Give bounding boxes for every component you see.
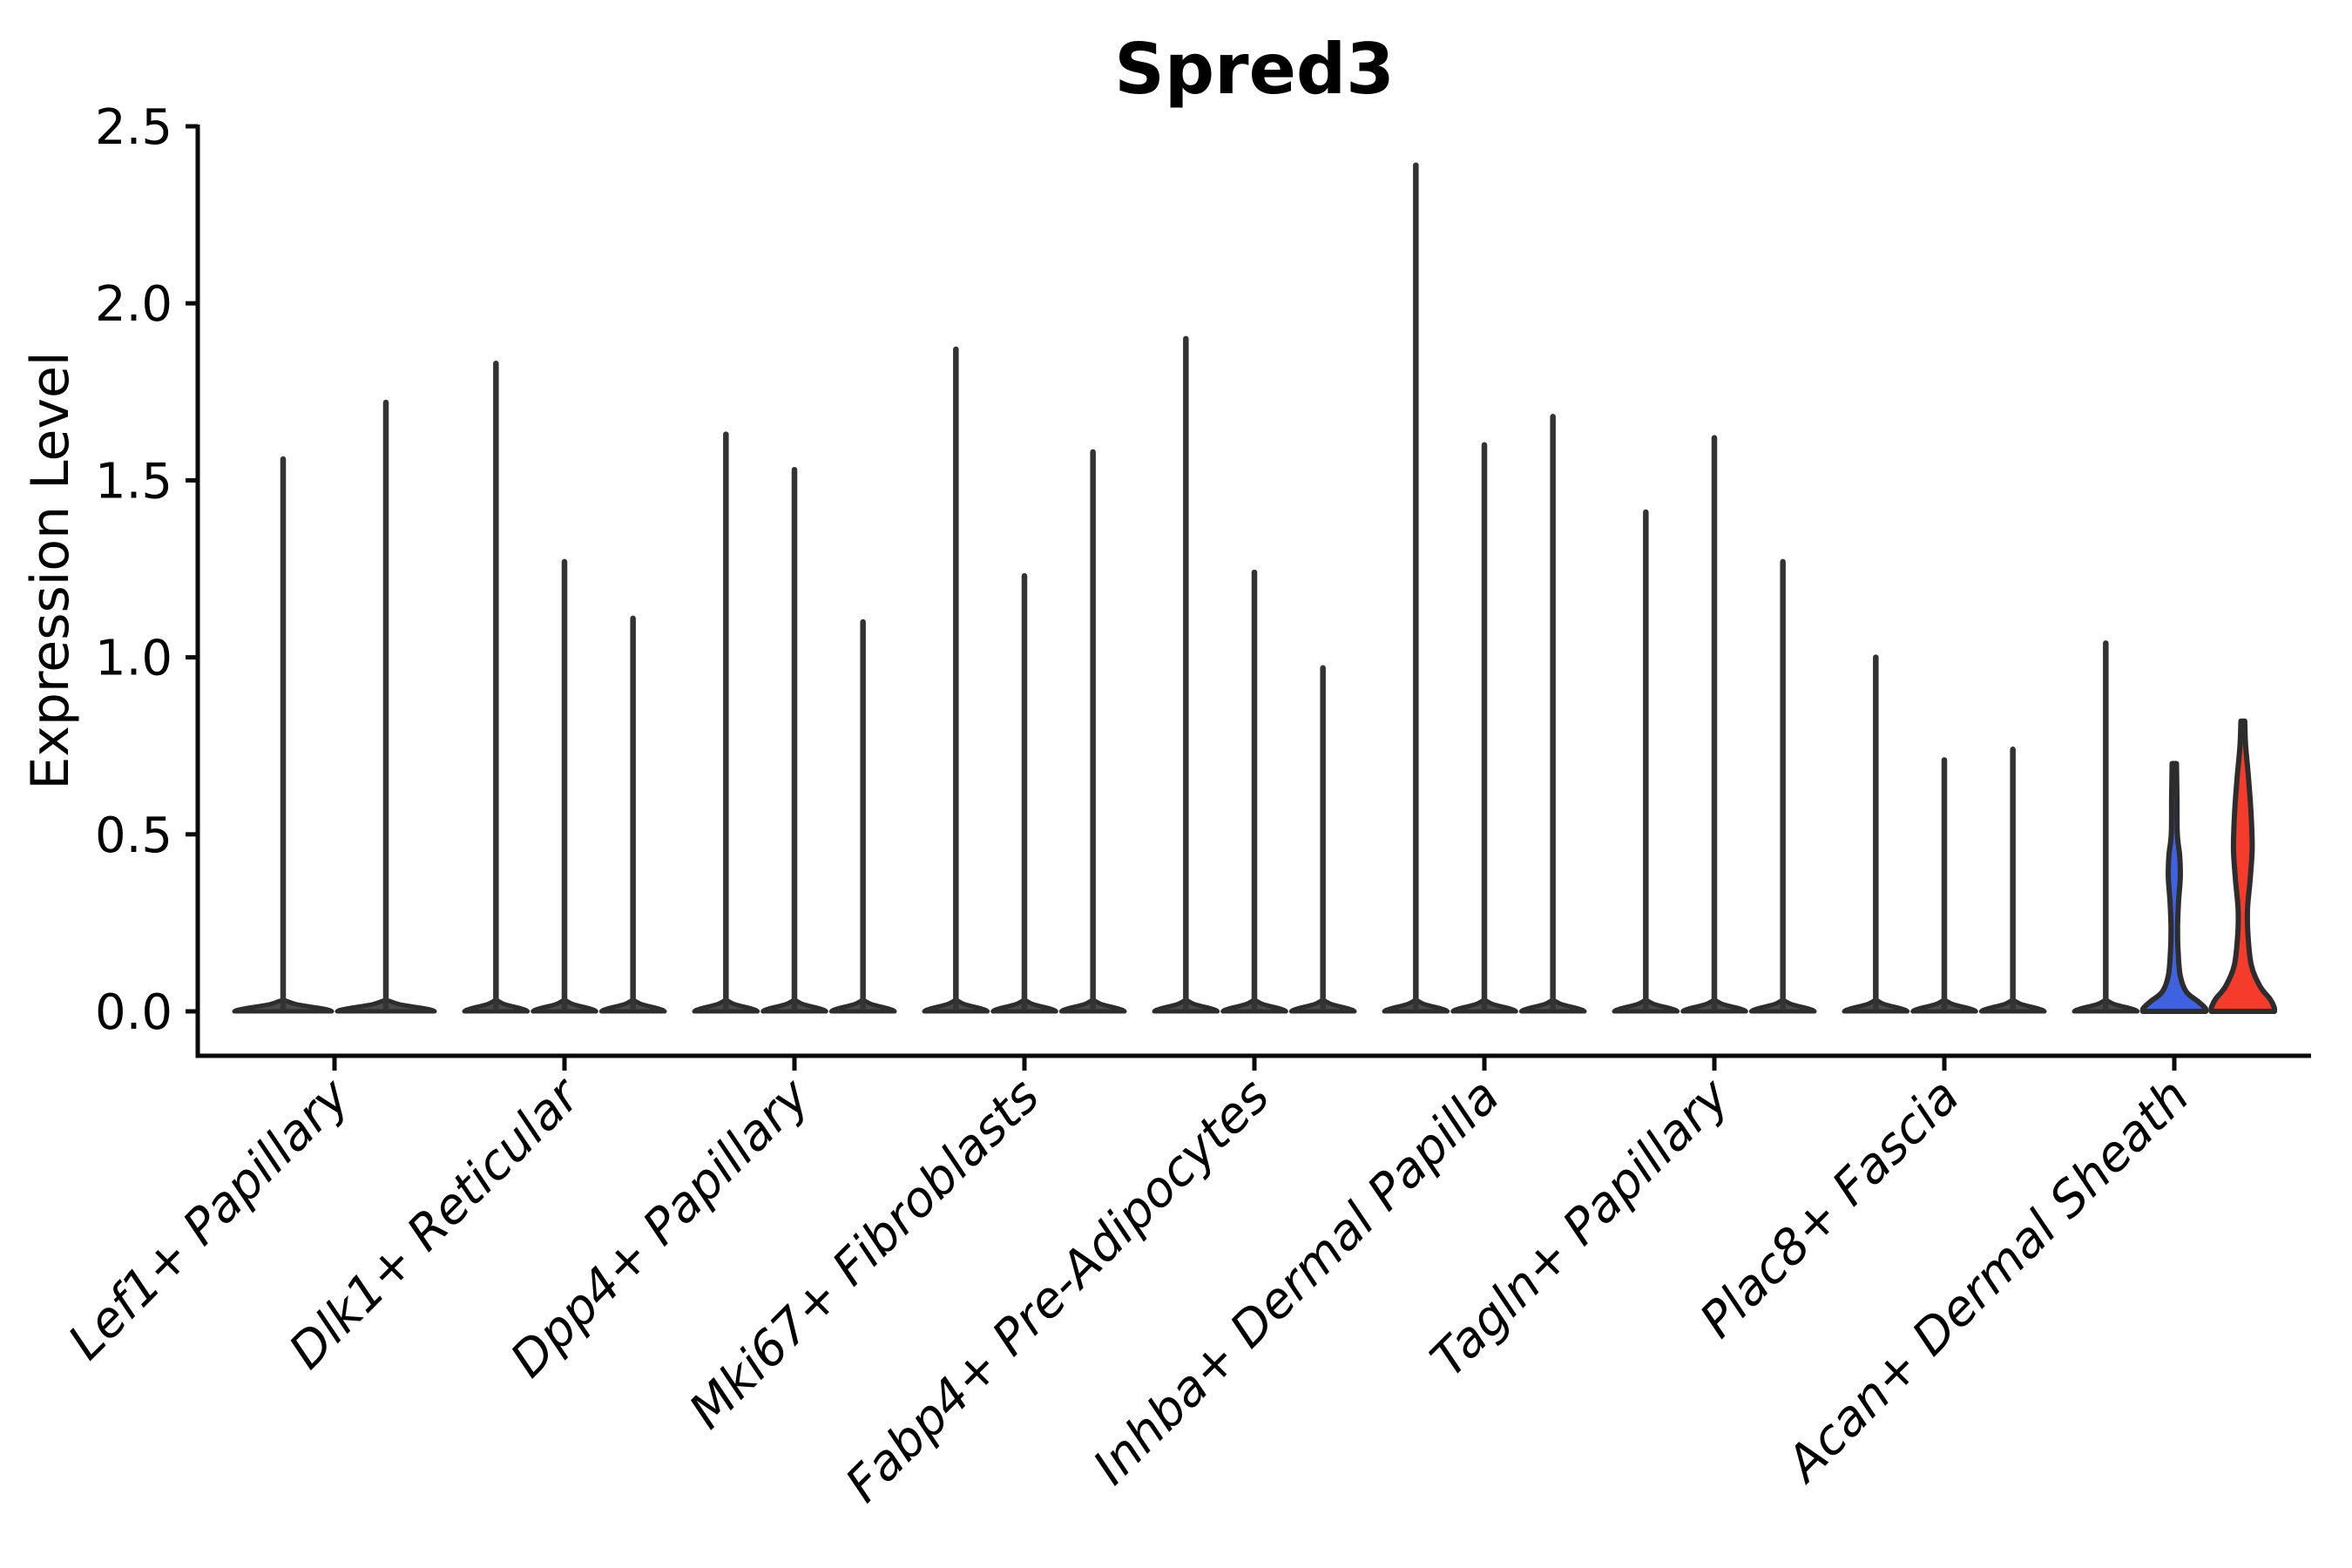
y-tick-label: 2.0 — [95, 276, 172, 333]
chart-title: Spred3 — [1114, 29, 1395, 110]
violin-blue — [2139, 760, 2209, 1014]
y-tick-label: 1.0 — [95, 631, 172, 687]
y-tick-label: 2.5 — [95, 99, 172, 156]
y-tick-label: 0.0 — [95, 984, 172, 1041]
y-tick-label: 0.5 — [95, 808, 172, 864]
x-category-label: Acan+ Dermal Sheath — [1774, 1068, 2200, 1494]
violin-red — [2208, 718, 2278, 1014]
x-category-label: Inhba+ Dermal Papilla — [1083, 1068, 1511, 1496]
x-category-label: Fabp4+ Pre-Adipocytes — [835, 1068, 1281, 1513]
y-tick-label: 1.5 — [95, 453, 172, 510]
